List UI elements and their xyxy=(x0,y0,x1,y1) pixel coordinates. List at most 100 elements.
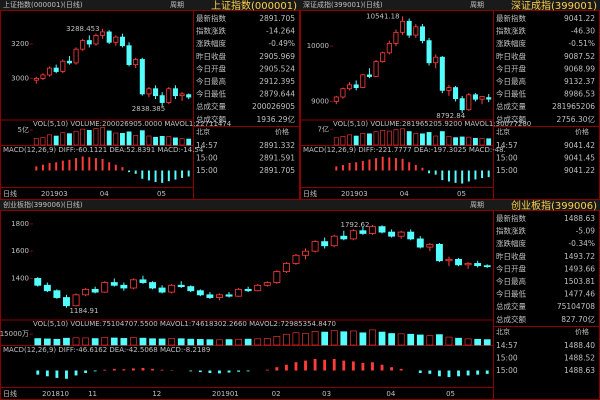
candle-body xyxy=(106,31,112,43)
tick-time: 15:00 xyxy=(496,166,518,175)
quote-label: 总成交额 xyxy=(196,114,226,124)
tick-time: 15:00 xyxy=(196,166,218,175)
x-tick-label: 02 xyxy=(272,390,281,398)
period-button[interactable]: 周期 xyxy=(170,1,184,9)
candle-body xyxy=(86,40,92,45)
candle-body xyxy=(139,279,147,283)
volume-bar xyxy=(186,138,192,146)
candle-body xyxy=(321,241,329,247)
quote-label: 昨日收盘 xyxy=(496,51,526,61)
volume-bar xyxy=(40,137,46,146)
candle-body xyxy=(100,31,106,36)
volume-bar xyxy=(359,332,367,346)
volume-bar xyxy=(159,136,165,146)
x-tick-label: 201903 xyxy=(341,190,368,198)
quote-label: 最新指数 xyxy=(196,13,226,23)
quote-label: 涨跌幅度 xyxy=(196,38,226,48)
x-tick-label: 11 xyxy=(88,390,97,398)
volume-bar xyxy=(225,339,233,346)
vol-tick-label: 7亿 xyxy=(318,124,329,133)
volume-bar xyxy=(120,133,125,146)
volume-bar xyxy=(453,137,458,146)
candle-body xyxy=(426,243,434,248)
candle-body xyxy=(273,271,281,283)
candle-body xyxy=(426,40,432,64)
volume-bar xyxy=(244,338,252,346)
candle-body xyxy=(177,284,185,288)
candle-body xyxy=(166,88,172,103)
quote-label: 总成交量 xyxy=(496,101,526,111)
volume-bar xyxy=(120,338,128,346)
y-tick-label: 3000 xyxy=(11,74,29,82)
quote-label: 昨日收盘 xyxy=(496,251,526,261)
volume-bar xyxy=(106,130,112,146)
x-tick-label: 201901 xyxy=(212,390,239,398)
quote-value: 1493.72 xyxy=(564,252,595,261)
quote-value: -14.264 xyxy=(266,27,295,36)
candle-body xyxy=(333,96,339,102)
high-label: 1792.62 xyxy=(341,221,370,229)
volume-bar xyxy=(369,329,376,346)
volume-bar xyxy=(82,337,89,346)
quote-label: 今日开盘 xyxy=(196,63,226,73)
candle-body xyxy=(466,94,472,111)
tick-price: 2891.591 xyxy=(259,154,295,163)
tick-price: 1488.40 xyxy=(564,341,595,350)
volume-bar xyxy=(367,133,372,146)
candle-body xyxy=(483,265,491,268)
candle-body xyxy=(119,36,125,47)
volume-bar xyxy=(139,130,145,146)
candle-body xyxy=(235,288,243,297)
quote-label: 今日最高 xyxy=(496,76,526,86)
candle-body xyxy=(393,31,399,44)
candle-body xyxy=(225,294,233,297)
volume-bar xyxy=(380,130,386,146)
volume-bar xyxy=(187,338,195,346)
candle-body xyxy=(168,284,176,293)
candle-body xyxy=(82,288,90,296)
volume-bar xyxy=(360,133,366,146)
volume-bar xyxy=(254,338,262,346)
volume-bar xyxy=(60,132,66,146)
candle-body xyxy=(380,52,386,63)
volume-bar xyxy=(93,128,99,146)
candle-body xyxy=(359,230,367,234)
tab-title: 创业板指(399006)(日线) xyxy=(3,200,83,209)
period-button[interactable]: 周期 xyxy=(470,201,484,209)
quote-label: 最新指数 xyxy=(496,13,526,23)
y-tick-label: 1800 xyxy=(11,220,29,228)
volume-bar xyxy=(333,137,339,146)
candle-body xyxy=(110,282,118,286)
volume-bar xyxy=(47,134,52,146)
quote-label: 今日最低 xyxy=(496,89,526,99)
quote-value: 200026905 xyxy=(252,102,295,111)
quote-value: 9087.52 xyxy=(564,52,595,61)
candle-body xyxy=(416,238,424,248)
candle-body xyxy=(172,88,178,97)
volume-bar xyxy=(34,338,42,346)
candle-body xyxy=(187,286,195,292)
quote-label: 昨日收盘 xyxy=(196,51,226,61)
quote-value: 9041.22 xyxy=(564,14,595,23)
volume-bar xyxy=(445,336,453,346)
volume-bar xyxy=(406,131,412,146)
volume-bar xyxy=(139,337,147,346)
quote-value: 827.70亿 xyxy=(561,314,595,324)
candle-body xyxy=(472,94,478,100)
tick-time: 15:00 xyxy=(496,366,518,375)
quote-value: 2905.524 xyxy=(259,64,295,73)
candle-body xyxy=(158,287,166,293)
tab-bar xyxy=(0,200,600,210)
quote-value: 9068.99 xyxy=(564,64,595,73)
quote-label: 今日最低 xyxy=(196,89,226,99)
quote-title: 创业板指(399006) xyxy=(511,199,597,212)
y-tick-label: 9000 xyxy=(311,97,329,105)
volume-bar xyxy=(130,337,137,346)
candle-body xyxy=(60,60,66,72)
volume-bar xyxy=(196,339,204,346)
volume-bar xyxy=(113,132,119,146)
low-label: 2838.385 xyxy=(132,105,165,113)
candle-body xyxy=(179,93,185,97)
period-button[interactable]: 周期 xyxy=(470,1,484,9)
y-tick-label: 10000 xyxy=(307,42,329,50)
